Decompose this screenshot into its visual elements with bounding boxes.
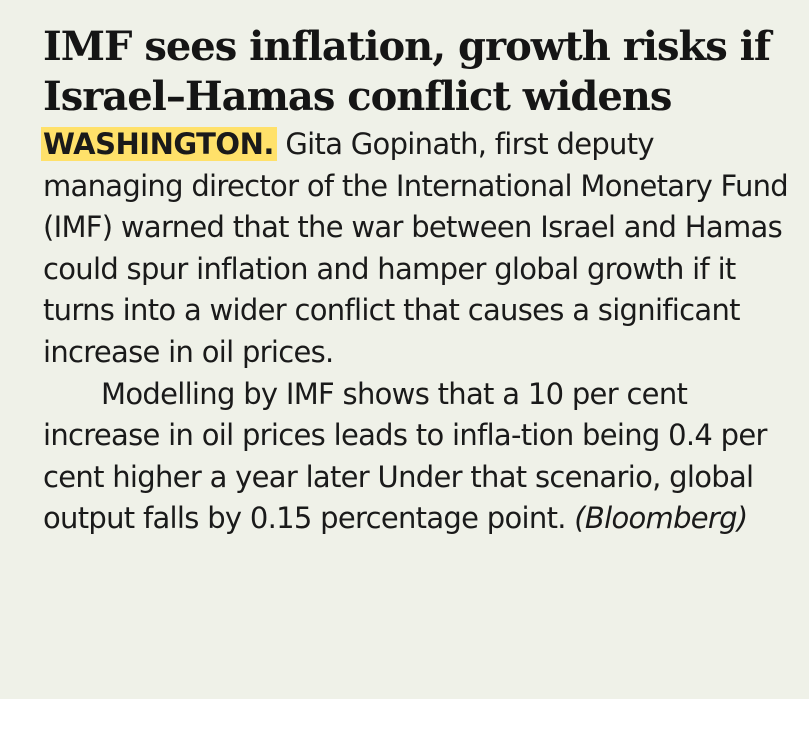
article-body: WASHINGTON. Gita Gopinath, first deputy … [41,124,789,540]
headline: IMF sees inflation, growth risks if Isra… [43,23,771,120]
dateline: WASHINGTON. [41,127,277,161]
source-credit: (Bloomberg) [574,501,748,536]
paragraph-2: Modelling by IMF shows that a 10 per cen… [43,374,789,540]
paragraph-1-text: Gita Gopinath, first deputy managing dir… [43,127,789,369]
paragraph-1: WASHINGTON. Gita Gopinath, first deputy … [41,124,789,374]
paragraph-2-text: Modelling by IMF shows that a 10 per cen… [43,376,767,536]
news-article: IMF sees inflation, growth risks if Isra… [0,0,809,699]
